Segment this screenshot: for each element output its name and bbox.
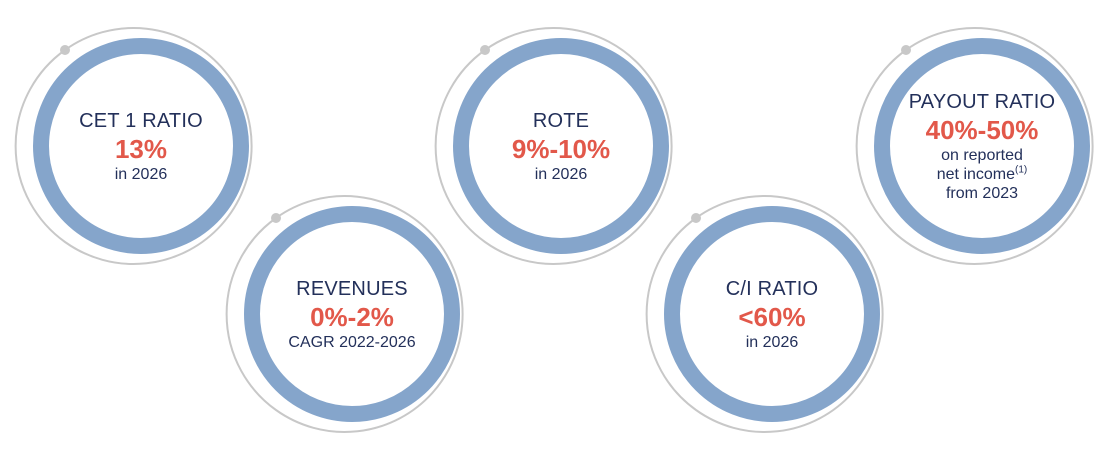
- kpi-circle-ci-ratio: C/I RATIO <60% in 2026: [645, 194, 892, 434]
- footnote-marker: (1): [1015, 164, 1028, 176]
- kpi-subtitle-line-2: net income(1): [937, 165, 1028, 184]
- kpi-subtitle-line-1: on reported: [941, 146, 1023, 164]
- kpi-value: <60%: [738, 301, 806, 332]
- ring-graphic: [645, 195, 884, 433]
- kpi-value: 13%: [114, 133, 168, 164]
- kpi-subtitle: in 2026: [114, 165, 168, 183]
- kpi-circle-rote: ROTE 9%-10% in 2026: [434, 26, 681, 266]
- kpi-title: REVENUES: [296, 277, 408, 300]
- kpi-circle-revenues: REVENUES 0%-2% CAGR 2022-2026: [225, 194, 472, 434]
- kpi-subtitle: in 2026: [534, 165, 588, 183]
- ring-graphic: [14, 27, 253, 265]
- kpi-subtitle-text: net income: [936, 165, 1016, 183]
- kpi-circle-cet1: CET 1 RATIO 13% in 2026: [14, 26, 261, 266]
- kpi-value: 0%-2%: [310, 301, 394, 332]
- kpi-title: C/I RATIO: [725, 277, 819, 300]
- kpi-title: ROTE: [532, 109, 590, 132]
- ring-graphic: [225, 195, 464, 433]
- kpi-value: 9%-10%: [511, 133, 611, 164]
- kpi-value: 40%-50%: [925, 114, 1039, 145]
- kpi-title: CET 1 RATIO: [79, 109, 203, 132]
- kpi-title: PAYOUT RATIO: [908, 90, 1056, 113]
- ring-graphic: [434, 27, 673, 265]
- kpi-subtitle-line-3: from 2023: [945, 184, 1019, 202]
- ring-graphic: [855, 27, 1094, 265]
- kpi-subtitle: in 2026: [745, 333, 799, 351]
- kpi-subtitle: CAGR 2022-2026: [288, 333, 416, 351]
- kpi-circle-payout-ratio: PAYOUT RATIO 40%-50% on reported net inc…: [855, 26, 1102, 266]
